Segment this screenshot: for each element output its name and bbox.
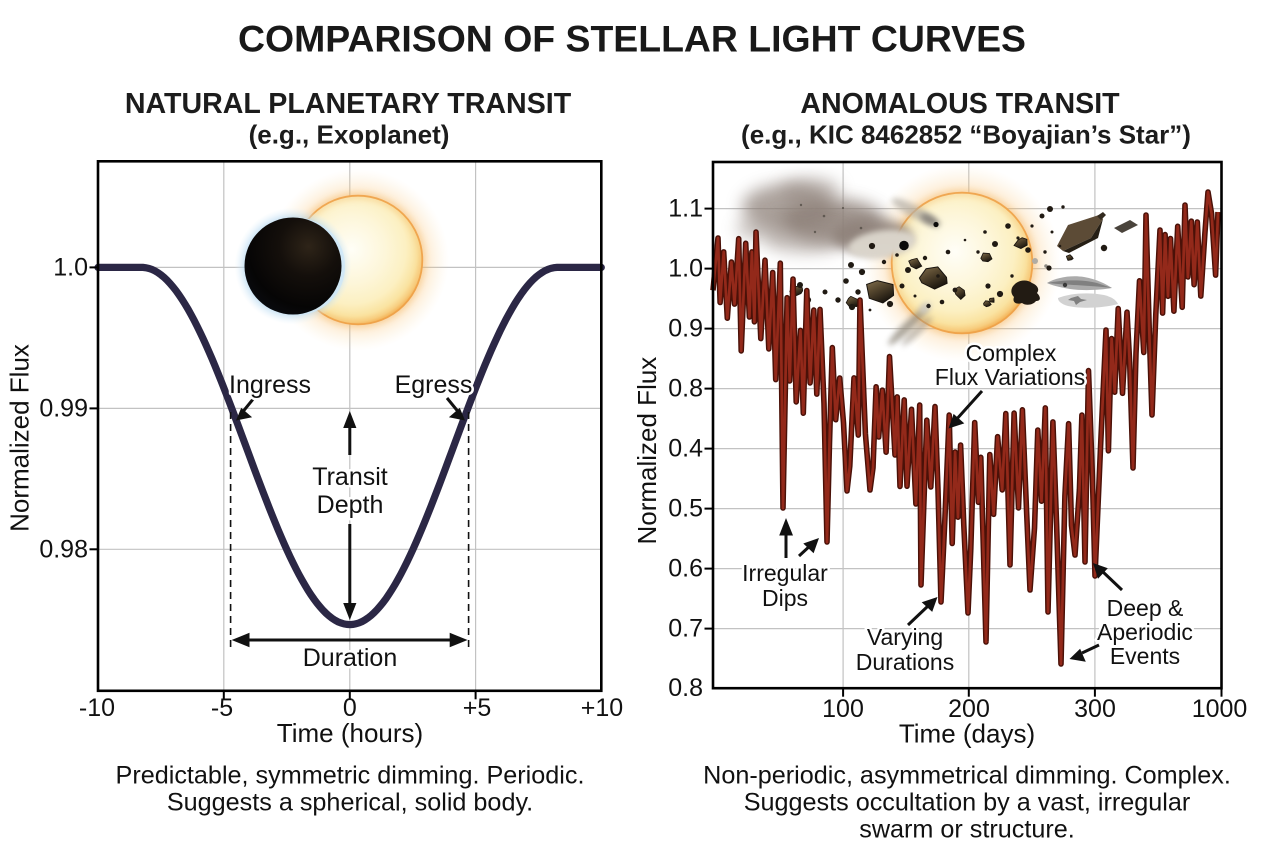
svg-text:+10: +10 (581, 694, 623, 722)
svg-text:Depth: Depth (317, 491, 384, 519)
svg-text:Aperiodic: Aperiodic (1097, 619, 1193, 645)
svg-text:100: 100 (822, 695, 864, 723)
svg-text:0.8: 0.8 (668, 375, 703, 403)
svg-text:Deep &: Deep & (1107, 595, 1184, 621)
svg-text:Irregular: Irregular (742, 560, 828, 586)
svg-text:(e.g., Exoplanet): (e.g., Exoplanet) (249, 120, 450, 150)
svg-text:0.4: 0.4 (668, 435, 703, 463)
svg-text:-10: -10 (79, 694, 115, 722)
svg-text:Complex: Complex (966, 340, 1057, 366)
svg-text:Dips: Dips (762, 585, 808, 611)
svg-text:0.7: 0.7 (668, 615, 703, 643)
svg-text:Suggests a spherical, solid bo: Suggests a spherical, solid body. (167, 789, 533, 817)
svg-text:0.9: 0.9 (668, 315, 703, 343)
svg-text:Egress: Egress (395, 371, 473, 399)
svg-text:COMPARISON OF STELLAR LIGHT CU: COMPARISON OF STELLAR LIGHT CURVES (238, 18, 1026, 60)
svg-text:Flux Variations: Flux Variations (935, 364, 1085, 390)
svg-text:300: 300 (1074, 695, 1116, 723)
svg-text:Duration: Duration (303, 644, 398, 672)
svg-text:0.98: 0.98 (39, 535, 88, 563)
svg-text:1.0: 1.0 (53, 253, 88, 281)
svg-text:+5: +5 (463, 694, 492, 722)
svg-text:(e.g., KIC 8462852 “Boyajian’s: (e.g., KIC 8462852 “Boyajian’s Star”) (741, 120, 1191, 150)
svg-text:0.6: 0.6 (668, 555, 703, 583)
svg-text:-5: -5 (211, 694, 233, 722)
svg-text:Normalized Flux: Normalized Flux (632, 357, 662, 545)
svg-text:Varying: Varying (867, 624, 943, 650)
svg-text:Events: Events (1110, 643, 1180, 669)
svg-text:Suggests occultation by a vast: Suggests occultation by a vast, irregula… (744, 789, 1191, 817)
svg-text:0.5: 0.5 (668, 495, 703, 523)
svg-text:200: 200 (948, 695, 990, 723)
svg-text:0.8: 0.8 (668, 674, 703, 702)
svg-text:1.1: 1.1 (668, 195, 703, 223)
svg-text:Time (days): Time (days) (899, 719, 1035, 749)
svg-text:Time (hours): Time (hours) (277, 718, 423, 748)
svg-text:Durations: Durations (856, 649, 954, 675)
svg-text:Non-periodic, asymmetrical dim: Non-periodic, asymmetrical dimming. Comp… (703, 762, 1231, 790)
svg-text:1000: 1000 (1192, 695, 1248, 723)
svg-text:Transit: Transit (312, 463, 388, 491)
svg-text:Predictable, symmetric dimming: Predictable, symmetric dimming. Periodic… (116, 762, 585, 790)
svg-text:ANOMALOUS TRANSIT: ANOMALOUS TRANSIT (800, 88, 1120, 120)
svg-text:1.0: 1.0 (668, 255, 703, 283)
svg-text:0: 0 (343, 694, 357, 722)
svg-text:Ingress: Ingress (229, 371, 311, 399)
svg-text:NATURAL PLANETARY TRANSIT: NATURAL PLANETARY TRANSIT (125, 88, 572, 120)
svg-text:Normalized Flux: Normalized Flux (5, 344, 35, 532)
svg-text:swarm or structure.: swarm or structure. (859, 816, 1075, 844)
svg-text:0.99: 0.99 (39, 394, 88, 422)
